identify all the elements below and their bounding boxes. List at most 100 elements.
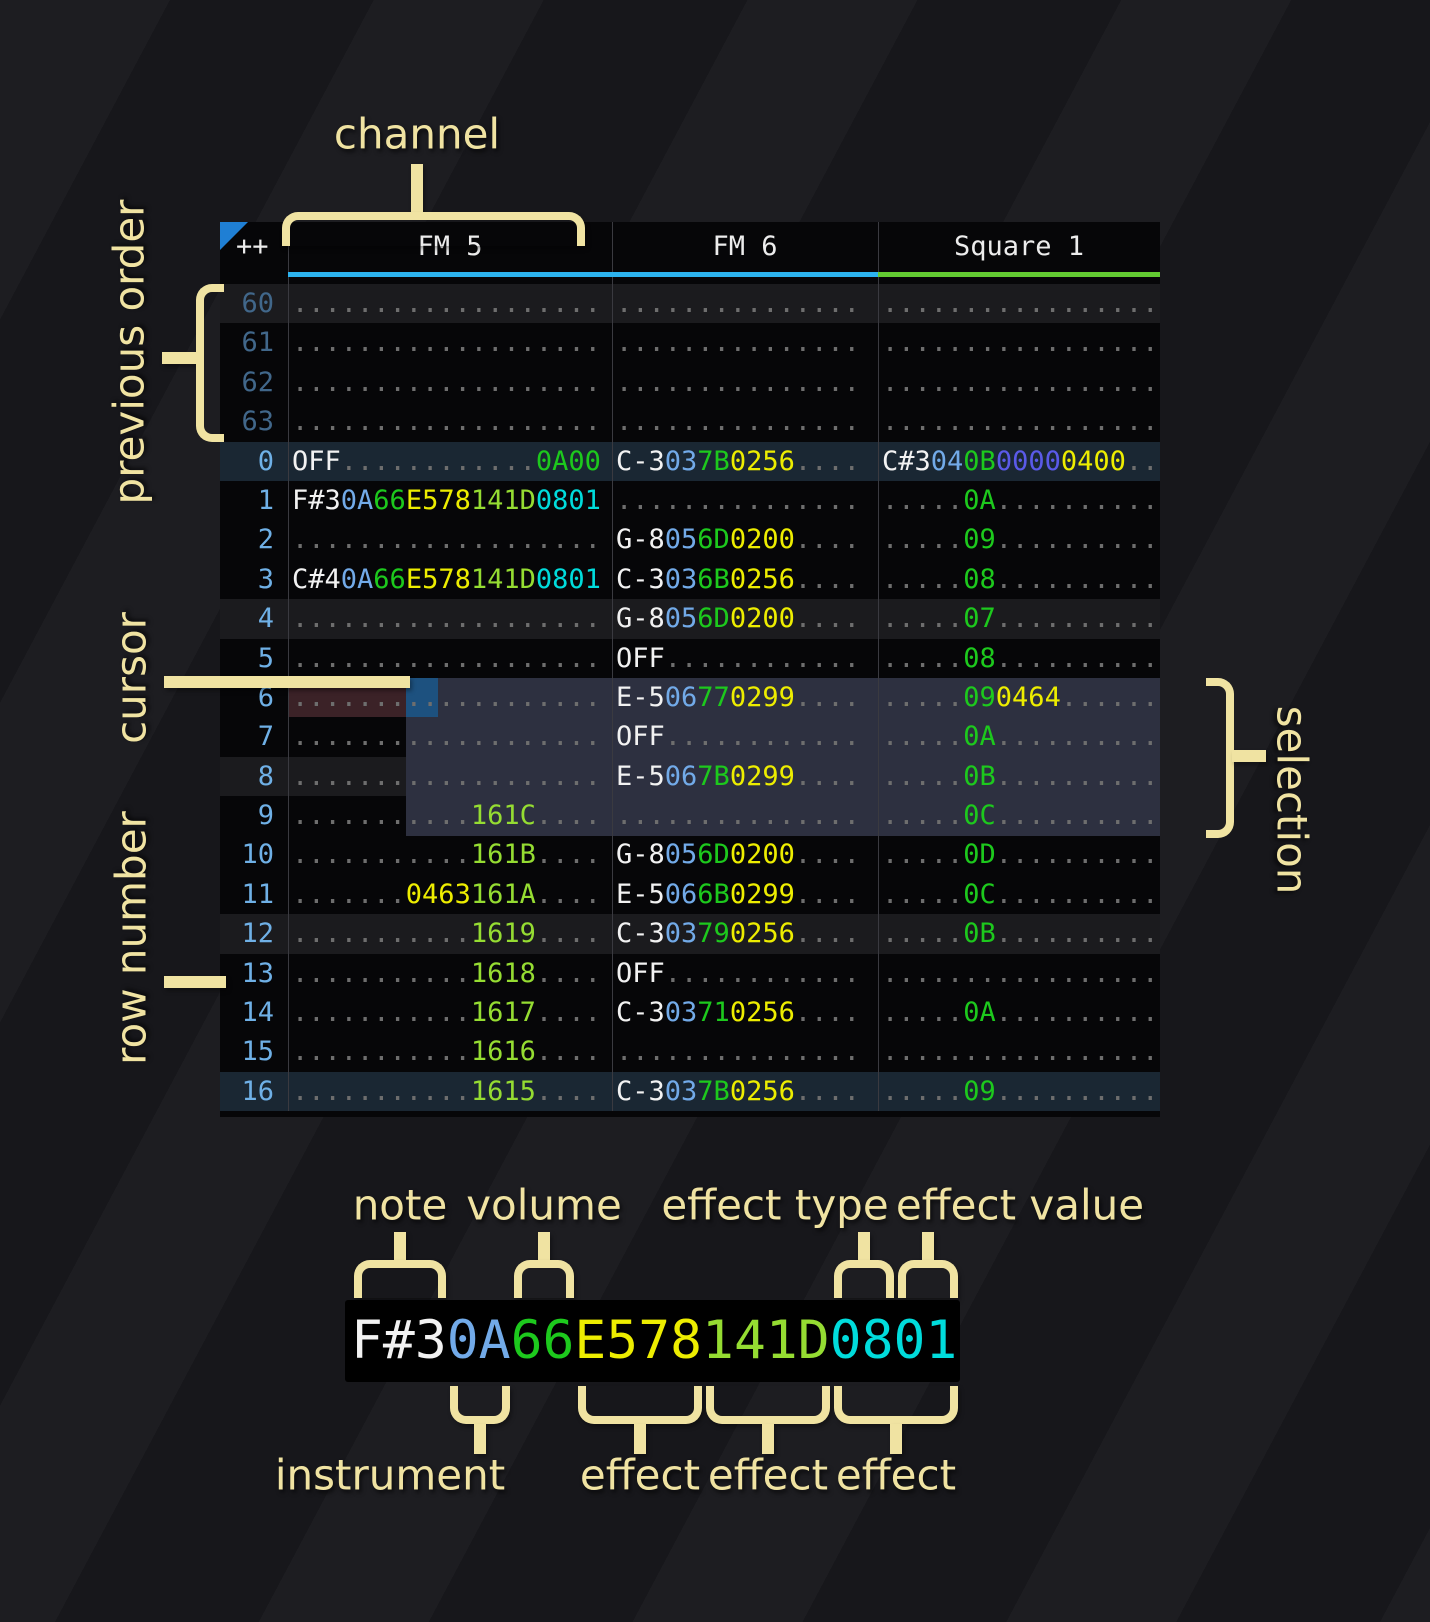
pattern-cell-fm5[interactable]: ...........1618.... bbox=[292, 957, 601, 989]
channel-underline bbox=[878, 272, 1160, 277]
pattern-cell-sq1[interactable]: .....07.......... bbox=[882, 603, 1159, 635]
pattern-cell-fm6[interactable]: E-5067B0299.... bbox=[616, 760, 860, 792]
pattern-cell-sq1[interactable]: .....09.......... bbox=[882, 524, 1159, 556]
pattern-cell-sq1[interactable]: .....0A.......... bbox=[882, 484, 1159, 516]
pattern-cell-sq1[interactable]: ................. bbox=[882, 288, 1159, 319]
effect2-stem bbox=[762, 1424, 774, 1454]
pattern-cell-sq1[interactable]: ................. bbox=[882, 957, 1159, 989]
pattern-cell-fm6[interactable]: C-3036B0256.... bbox=[616, 563, 860, 595]
pattern-cell-sq1[interactable]: ................. bbox=[882, 1036, 1159, 1068]
pattern-row-13: 13 ...........1618.... OFF................… bbox=[220, 954, 1160, 993]
effect-type-brace bbox=[834, 1260, 894, 1298]
pattern-row-10: 10 ...........161B.... G-8056D0200........… bbox=[220, 835, 1160, 874]
pattern-cell-fm6[interactable]: G-8056D0200.... bbox=[616, 524, 860, 556]
pattern-cell-fm6[interactable]: G-8056D0200.... bbox=[616, 839, 860, 871]
volume-brace bbox=[514, 1260, 574, 1298]
label-cursor: cursor bbox=[106, 612, 156, 744]
channel-stem bbox=[411, 164, 423, 214]
pattern-cell-fm6[interactable]: ............... bbox=[616, 366, 860, 398]
pattern-cell-fm5[interactable]: ...........1617.... bbox=[292, 997, 601, 1029]
pattern-cell-fm5[interactable]: ................... bbox=[292, 642, 601, 674]
label-volume: volume bbox=[466, 1180, 622, 1230]
pattern-cell-fm5[interactable]: ................... bbox=[292, 524, 601, 556]
pattern-cell-fm6[interactable]: ............... bbox=[616, 327, 860, 359]
pattern-row-0: 0 OFF............0A00 C-3037B0256.... C#304… bbox=[220, 441, 1160, 481]
row-number: 8 bbox=[257, 760, 274, 792]
row-number: 9 bbox=[257, 800, 274, 832]
pattern-cell-fm5[interactable]: ................... bbox=[292, 288, 601, 319]
pattern-row-4: 4................... G-8056D0200.........… bbox=[220, 599, 1160, 639]
pattern-cell-sq1[interactable]: .....0B.......... bbox=[882, 918, 1159, 950]
pattern-cell-fm6[interactable]: OFF............ bbox=[616, 721, 860, 753]
selection-overlay bbox=[406, 717, 1160, 836]
instrument-brace bbox=[450, 1386, 510, 1424]
pattern-cell-fm5[interactable]: F#30A66E578141D0801 bbox=[292, 484, 601, 516]
pattern-row-6: 6................... E-506770299.........… bbox=[220, 678, 1160, 717]
pattern-cell-fm6[interactable]: OFF............ bbox=[616, 957, 860, 989]
pattern-cell-fm5[interactable]: ................... bbox=[292, 327, 601, 359]
pattern-row-9: 9 ...........161C........................… bbox=[220, 796, 1160, 835]
pattern-cell-fm5[interactable]: OFF............0A00 bbox=[292, 445, 601, 477]
pattern-cell-fm5[interactable]: ................... bbox=[292, 366, 601, 398]
label-note: note bbox=[352, 1180, 448, 1230]
pattern-row-5: 5................... OFF.................… bbox=[220, 639, 1160, 678]
effect-type-stem bbox=[858, 1232, 870, 1262]
pattern-cell-fm6[interactable]: E-5066B0299.... bbox=[616, 878, 860, 910]
label-effect-2: effect bbox=[707, 1450, 829, 1500]
cursor[interactable] bbox=[406, 678, 438, 718]
pattern-cell-sq1[interactable]: .....08.......... bbox=[882, 563, 1159, 595]
pattern-cell-sq1[interactable]: .....08.......... bbox=[882, 642, 1159, 674]
pattern-cell-sq1[interactable]: .....0C.......... bbox=[882, 878, 1159, 910]
pattern-cell-fm6[interactable]: E-506770299.... bbox=[616, 681, 860, 713]
pattern-cell-sq1[interactable]: .....090464...... bbox=[882, 681, 1159, 713]
pattern-cell-fm5[interactable]: ................... bbox=[292, 760, 601, 792]
note-stem bbox=[394, 1232, 406, 1262]
pattern-cell-fm6[interactable]: ............... bbox=[616, 1036, 860, 1068]
pattern-cell-fm5[interactable]: ................... bbox=[292, 721, 601, 753]
effect3-stem bbox=[890, 1424, 902, 1454]
row-number: 4 bbox=[257, 603, 274, 635]
pattern-cell-sq1[interactable]: ................. bbox=[882, 366, 1159, 398]
label-effect-3: effect bbox=[835, 1450, 957, 1500]
pattern-cell-fm6[interactable]: C-3037B0256.... bbox=[616, 1075, 860, 1107]
pattern-row-62: 62......................................… bbox=[220, 363, 1160, 402]
pattern-cell-fm6[interactable]: C-303710256.... bbox=[616, 997, 860, 1029]
pattern-cell-fm6[interactable]: ............... bbox=[616, 288, 860, 319]
pattern-row-16: 16 ...........1615.... C-3037B0256........… bbox=[220, 1071, 1160, 1112]
pattern-cell-sq1[interactable]: ................. bbox=[882, 406, 1159, 438]
pattern-cell-fm5[interactable]: ...........1616.... bbox=[292, 1036, 601, 1068]
previous-order-stem bbox=[162, 352, 198, 364]
pattern-cell-sq1[interactable]: .....0C.......... bbox=[882, 800, 1159, 832]
row-number: 16 bbox=[241, 1075, 274, 1107]
pattern-cell-sq1[interactable]: .....0A.......... bbox=[882, 997, 1159, 1029]
pattern-cell-fm6[interactable]: G-8056D0200.... bbox=[616, 603, 860, 635]
pattern-cell-fm5[interactable]: ...........161C.... bbox=[292, 800, 601, 832]
channel-header-fm-5[interactable]: FM 5 bbox=[417, 231, 483, 262]
note-brace bbox=[354, 1260, 446, 1298]
pattern-cell-sq1[interactable]: .....0D.......... bbox=[882, 839, 1159, 871]
pattern-cell-sq1[interactable]: .....0B.......... bbox=[882, 760, 1159, 792]
pattern-cell-fm6[interactable]: OFF............ bbox=[616, 642, 860, 674]
pattern-cell-sq1[interactable]: .....0A.......... bbox=[882, 721, 1159, 753]
selection-stem bbox=[1232, 750, 1266, 762]
pattern-header: ++ FM 5 FM 6 Square 1 bbox=[220, 222, 1160, 272]
channel-header-fm-6[interactable]: FM 6 bbox=[712, 231, 778, 262]
pattern-cell-fm5[interactable]: ................... bbox=[292, 603, 601, 635]
label-selection: selection bbox=[1267, 705, 1317, 895]
channel-header-square-1[interactable]: Square 1 bbox=[953, 231, 1085, 262]
pattern-cell-sq1[interactable]: .....09.......... bbox=[882, 1075, 1159, 1107]
pattern-cell-fm5[interactable]: .......0463161A.... bbox=[292, 878, 601, 910]
pattern-cell-sq1[interactable]: C#3040B00000400.. bbox=[882, 445, 1159, 477]
pattern-cell-fm6[interactable]: ............... bbox=[616, 406, 860, 438]
pattern-cell-fm6[interactable]: C-303790256.... bbox=[616, 918, 860, 950]
pattern-cell-fm5[interactable]: ...........1619.... bbox=[292, 918, 601, 950]
pattern-cell-fm6[interactable]: ............... bbox=[616, 484, 860, 516]
pattern-cell-fm5[interactable]: C#40A66E578141D0801 bbox=[292, 563, 601, 595]
pattern-cell-fm6[interactable]: ............... bbox=[616, 800, 860, 832]
pattern-cell-fm5[interactable]: ...........161B.... bbox=[292, 839, 601, 871]
pattern-cell-fm5[interactable]: ...........1615.... bbox=[292, 1075, 601, 1107]
pattern-cell-fm5[interactable]: ................... bbox=[292, 406, 601, 438]
pattern-cell-fm6[interactable]: C-3037B0256.... bbox=[616, 445, 860, 477]
pattern-cell-sq1[interactable]: ................. bbox=[882, 327, 1159, 359]
